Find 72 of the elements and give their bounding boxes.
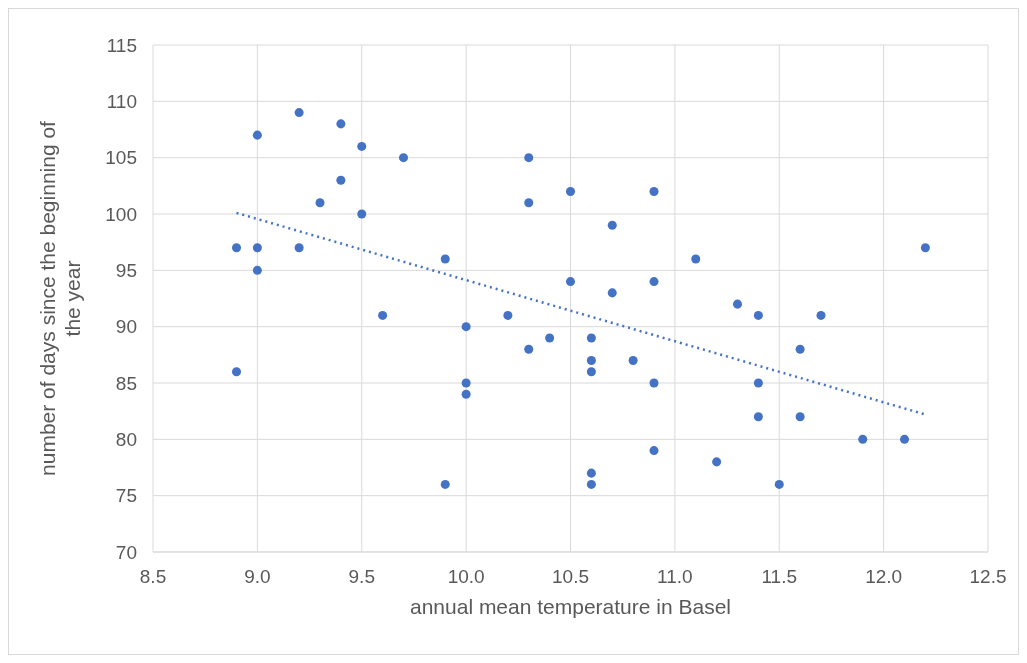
point [252,265,262,275]
point [336,119,346,129]
point [712,457,722,467]
point [357,209,367,219]
point [586,468,596,478]
point [899,434,910,444]
x-tick-label: 11.5 [761,566,798,588]
point [231,367,242,377]
y-tick-label: 95 [115,260,137,282]
point [461,322,471,332]
y-tick-label: 115 [106,34,137,56]
point [920,243,930,253]
x-tick-label: 9.0 [244,566,271,588]
point [565,277,576,287]
y-tick-label: 105 [105,147,137,169]
y-tick-label: 70 [115,541,137,563]
x-axis-title: annual mean temperature in Basel [409,595,732,618]
point [649,378,659,388]
point [649,186,659,196]
y-tick-label: 90 [115,316,137,338]
point [524,344,534,354]
y-tick-label: 75 [115,485,137,507]
point [753,310,763,320]
point [565,186,576,196]
point [357,141,367,151]
y-axis-title: number of days since the beginning of the year [36,120,84,476]
point [586,333,596,343]
x-tick-label: 12.5 [969,566,1007,588]
point [607,288,617,298]
point [649,277,659,287]
point [795,412,805,422]
y-tick-label: 80 [115,429,137,451]
point [315,198,325,208]
point [524,153,534,163]
point [378,310,388,320]
point [649,446,659,456]
x-tick-label: 8.5 [139,566,167,588]
point [691,254,701,264]
point [545,333,555,343]
y-tick-label: 85 [115,372,137,394]
point [628,355,638,365]
point [586,479,596,489]
x-tick-label: 9.5 [348,566,375,588]
x-tick-label: 12.0 [865,566,903,588]
point [753,378,763,388]
point [294,243,304,253]
point [774,479,784,489]
point [732,299,743,309]
point [816,310,826,320]
point [440,254,450,264]
point [503,310,513,320]
point [440,479,450,489]
point [607,220,617,230]
point [461,389,471,399]
point [586,355,596,365]
point [252,130,262,140]
point [231,243,242,253]
point [524,198,534,208]
point [858,434,868,444]
point [252,243,262,253]
point [461,378,471,388]
y-tick-label: 110 [106,91,137,113]
point [586,367,596,377]
x-tick-label: 10.5 [552,566,589,588]
y-tick-label: 100 [105,203,137,225]
point [398,153,409,163]
x-tick-label: 11.0 [657,566,693,588]
point [753,412,763,422]
point [294,108,304,118]
point [336,175,346,185]
x-tick-label: 10.0 [447,566,485,588]
point [795,344,805,354]
